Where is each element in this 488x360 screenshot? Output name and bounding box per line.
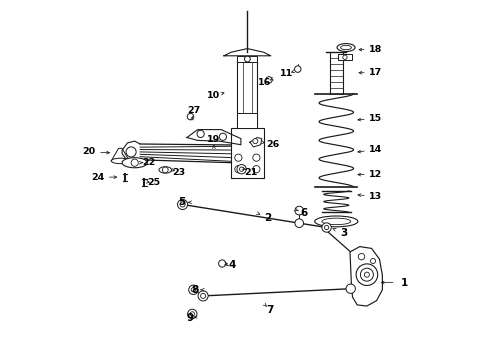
Circle shape — [294, 66, 301, 72]
Circle shape — [234, 166, 242, 173]
Ellipse shape — [340, 45, 351, 50]
Text: 16: 16 — [257, 78, 270, 87]
Circle shape — [197, 130, 204, 138]
Text: 10: 10 — [207, 91, 220, 100]
Circle shape — [237, 165, 246, 174]
Circle shape — [200, 293, 205, 298]
Text: 22: 22 — [142, 158, 155, 167]
Circle shape — [358, 253, 364, 260]
Circle shape — [355, 264, 377, 285]
Text: 21: 21 — [244, 167, 257, 176]
Circle shape — [219, 133, 226, 140]
Circle shape — [346, 284, 355, 293]
Text: 27: 27 — [186, 107, 200, 115]
Text: 15: 15 — [368, 113, 382, 122]
Circle shape — [187, 309, 197, 319]
Circle shape — [180, 202, 185, 207]
Circle shape — [321, 223, 330, 232]
Text: 25: 25 — [147, 178, 160, 187]
Circle shape — [187, 113, 193, 120]
Text: 4: 4 — [228, 260, 235, 270]
Circle shape — [364, 272, 368, 277]
Circle shape — [265, 77, 272, 83]
Text: 18: 18 — [368, 45, 382, 54]
Text: 17: 17 — [368, 68, 382, 77]
Text: 1: 1 — [400, 278, 407, 288]
Circle shape — [234, 154, 242, 161]
Text: 20: 20 — [82, 148, 95, 156]
Ellipse shape — [111, 158, 129, 163]
Bar — [231, 128, 263, 178]
Polygon shape — [349, 247, 382, 306]
Circle shape — [370, 258, 375, 264]
Text: 6: 6 — [300, 208, 307, 218]
Circle shape — [126, 147, 136, 157]
Circle shape — [190, 312, 194, 316]
Text: 7: 7 — [266, 305, 274, 315]
Circle shape — [177, 199, 187, 210]
Text: 8: 8 — [191, 285, 198, 295]
Text: 19: 19 — [207, 135, 220, 144]
Text: 12: 12 — [368, 170, 382, 179]
Ellipse shape — [321, 218, 350, 225]
Text: 26: 26 — [265, 140, 279, 149]
Circle shape — [324, 225, 328, 230]
Circle shape — [198, 291, 208, 301]
Circle shape — [294, 206, 303, 215]
Text: 5: 5 — [178, 197, 185, 207]
Circle shape — [188, 285, 198, 294]
Circle shape — [244, 56, 250, 62]
Text: 13: 13 — [368, 192, 382, 201]
Circle shape — [294, 219, 303, 228]
Circle shape — [131, 159, 138, 166]
Bar — [237, 56, 257, 62]
Text: 14: 14 — [368, 145, 382, 154]
Text: 24: 24 — [91, 173, 104, 181]
Ellipse shape — [159, 167, 171, 173]
Text: 9: 9 — [186, 312, 193, 323]
Circle shape — [162, 167, 168, 173]
Circle shape — [252, 166, 260, 173]
Text: 11: 11 — [280, 69, 293, 78]
Text: 3: 3 — [339, 228, 346, 238]
Bar — [337, 54, 351, 60]
Bar — [237, 113, 257, 128]
Circle shape — [191, 288, 195, 292]
Circle shape — [218, 260, 225, 267]
Ellipse shape — [314, 216, 357, 227]
Circle shape — [360, 268, 373, 281]
Ellipse shape — [122, 158, 147, 168]
Circle shape — [239, 167, 244, 171]
Text: 2: 2 — [264, 213, 271, 223]
Ellipse shape — [336, 44, 354, 51]
Circle shape — [252, 139, 257, 144]
Text: 23: 23 — [172, 167, 185, 176]
Circle shape — [252, 154, 260, 161]
Circle shape — [342, 55, 346, 59]
